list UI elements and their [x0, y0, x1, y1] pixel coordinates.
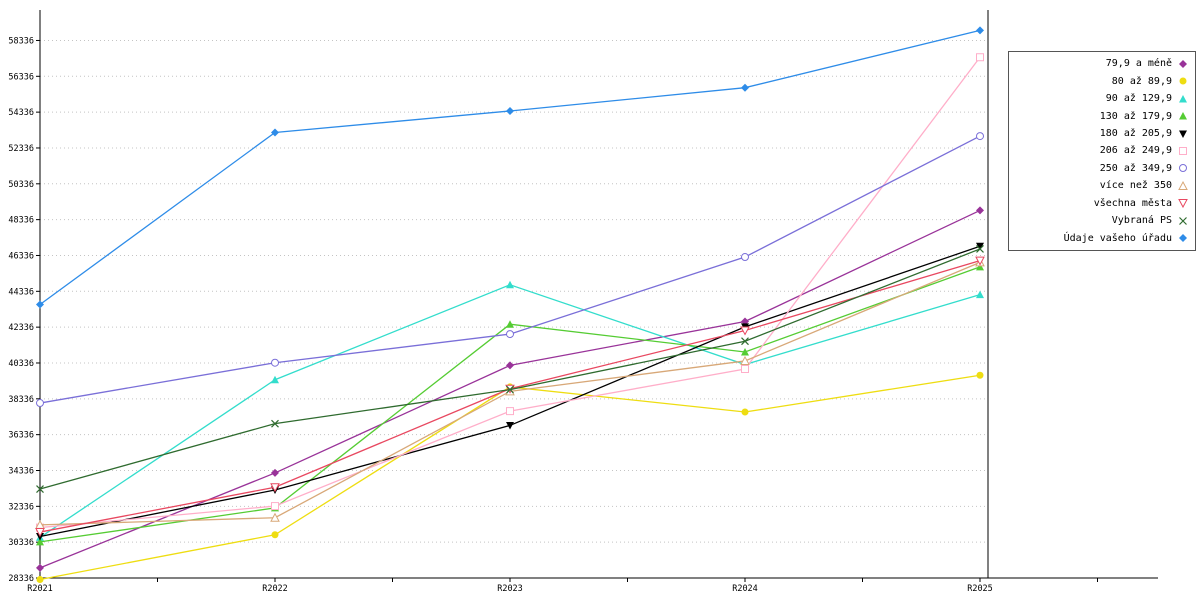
legend-item: 80 až 89,9 — [1015, 73, 1189, 89]
legend-item: 206 až 249,9 — [1015, 143, 1189, 159]
legend-label: více než 350 — [1099, 180, 1172, 192]
axes: 28336 30336 32336 34336 36336 38336 40336 42336… — [8, 10, 1158, 594]
series-130 až 179,9 — [36, 262, 984, 546]
legend-item: všechna města — [1015, 195, 1189, 211]
legend-marker-square-open — [1179, 146, 1187, 155]
y-tick-label: 50336 — [8, 180, 34, 190]
series-Údaje vašeho úřadu — [36, 26, 984, 309]
legend-marker-triangle-down-open — [1178, 199, 1188, 209]
legend-item: 90 až 129,9 — [1015, 91, 1189, 107]
legend-marker-diamond-filled — [1179, 59, 1187, 68]
legend-label: 250 až 349,9 — [1099, 162, 1172, 174]
y-tick-label: 54336 — [8, 108, 34, 118]
x-tick-label: R2021 — [27, 584, 53, 594]
series-80 až 89,9 — [36, 371, 984, 584]
legend-item: více než 350 — [1015, 178, 1189, 194]
legend-label: 90 až 129,9 — [1105, 93, 1172, 105]
y-tick-label: 30336 — [8, 538, 34, 548]
y-tick-label: 28336 — [8, 574, 34, 584]
gridlines — [40, 39, 988, 579]
legend-marker-triangle-filled — [1179, 94, 1187, 103]
y-tick-label: 46336 — [8, 251, 34, 261]
legend-item: 180 až 205,9 — [1015, 126, 1189, 142]
legend-item: Údaje vašeho úřadu — [1015, 230, 1189, 246]
y-tick-label: 40336 — [8, 359, 34, 369]
legend-marker-x — [1179, 216, 1187, 225]
chart-legend: 79,9 a méně 80 až 89,9 90 až 129,9 130 až 1… — [1008, 51, 1196, 251]
series-Vybraná PS — [36, 245, 984, 493]
legend-label: 180 až 205,9 — [1099, 128, 1172, 140]
series-všechna města — [35, 256, 985, 538]
x-tick-label: R2025 — [967, 584, 993, 594]
legend-label: všechna města — [1093, 197, 1172, 209]
y-tick-label: 36336 — [8, 431, 34, 441]
y-tick-label: 32336 — [8, 502, 34, 512]
legend-marker-triangle-filled — [1179, 112, 1187, 120]
x-tick-label: R2023 — [497, 584, 523, 594]
legend-marker-circle-filled — [1179, 77, 1187, 85]
legend-item: 130 až 179,9 — [1015, 108, 1189, 124]
y-tick-label: 42336 — [8, 323, 34, 333]
y-tick-label: 56336 — [8, 72, 34, 82]
legend-item: 250 až 349,9 — [1015, 160, 1189, 176]
legend-item: 79,9 a méně — [1015, 56, 1189, 72]
legend-item: Vybraná PS — [1015, 213, 1189, 229]
x-tick-label: R2022 — [262, 584, 288, 594]
legend-marker-circle-open — [1179, 164, 1187, 173]
series-206 až 249,9 — [36, 53, 984, 532]
legend-label: 206 až 249,9 — [1099, 145, 1172, 157]
legend-marker-diamond-filled — [1179, 234, 1187, 243]
legend-marker-triangle-open — [1178, 180, 1188, 190]
y-tick-label: 44336 — [8, 287, 34, 297]
legend-label: 79,9 a méně — [1105, 58, 1172, 70]
legend-label: 130 až 179,9 — [1099, 110, 1172, 122]
legend-label: 80 až 89,9 — [1111, 75, 1172, 87]
legend-marker-triangle-down-filled — [1179, 130, 1187, 138]
x-tick-label: R2024 — [732, 584, 758, 594]
y-tick-label: 38336 — [8, 395, 34, 405]
legend-label: Údaje vašeho úřadu — [1063, 232, 1172, 244]
series-79,9 a méně — [36, 206, 984, 572]
y-tick-label: 34336 — [8, 466, 34, 476]
legend-label: Vybraná PS — [1111, 215, 1172, 227]
series-250 až 349,9 — [36, 132, 984, 408]
y-tick-label: 52336 — [8, 144, 34, 154]
y-tick-label: 58336 — [8, 36, 34, 46]
y-tick-label: 48336 — [8, 216, 34, 226]
